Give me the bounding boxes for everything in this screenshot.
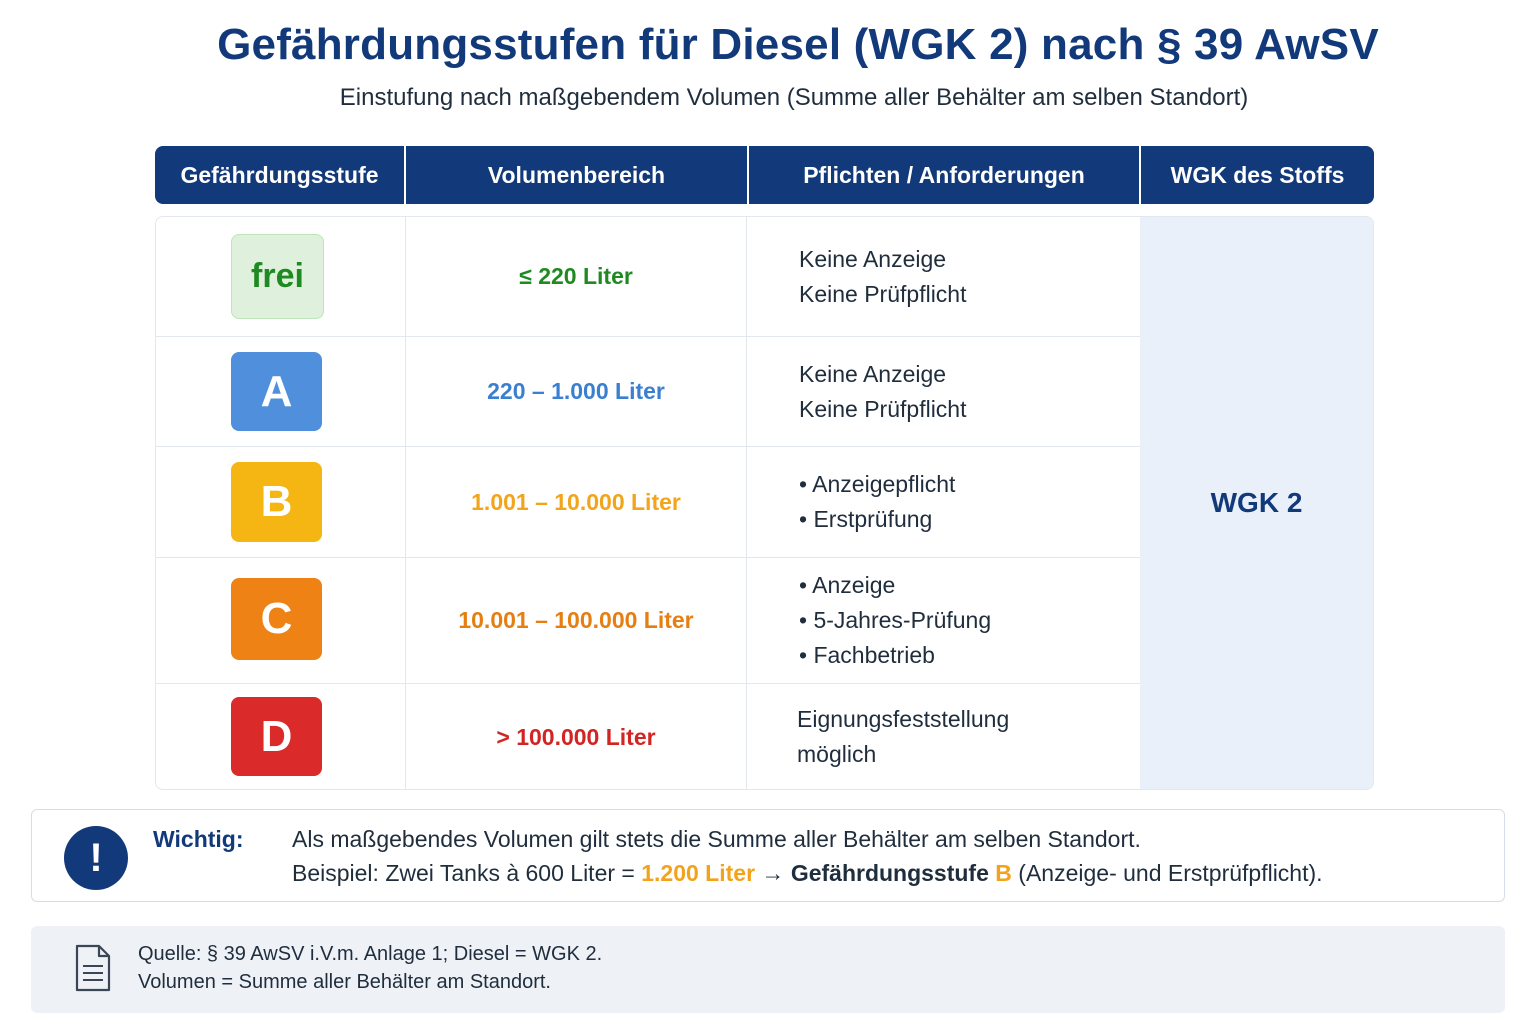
- table-row: C 10.001 – 100.000 Liter • Anzeige • 5-J…: [156, 558, 1141, 684]
- notice-label: Wichtig:: [153, 826, 244, 852]
- header-level: Gefährdungsstufe: [155, 146, 406, 204]
- notice-example-prefix: Beispiel: Zwei Tanks à 600 Liter =: [292, 860, 642, 886]
- level-badge: C: [231, 578, 322, 660]
- duty-item: Keine Anzeige: [799, 360, 947, 387]
- notice-example-volume: 1.200 Liter: [641, 860, 756, 886]
- notice-example-level-text: Gefährdungsstufe: [790, 860, 996, 886]
- page-subtitle: Einstufung nach maßgebendem Volumen (Sum…: [339, 84, 1249, 111]
- table-row: A 220 – 1.000 Liter Keine Anzeige Keine …: [156, 337, 1141, 447]
- source-line1: Quelle: § 39 AwSV i.V.m. Anlage 1; Diese…: [138, 943, 603, 965]
- table-row: B 1.001 – 10.000 Liter • Anzeigepflicht …: [156, 447, 1141, 558]
- duty-item: • Fachbetrieb: [799, 642, 935, 668]
- duty-item: Keine Prüfpflicht: [799, 280, 967, 307]
- table-row: D > 100.000 Liter Eignungsfeststellung m…: [156, 684, 1141, 789]
- source-box: Quelle: § 39 AwSV i.V.m. Anlage 1; Diese…: [31, 926, 1505, 1013]
- duties-list: Keine Anzeige Keine Prüfpflicht: [799, 337, 966, 446]
- duties-list: Keine Anzeige Keine Prüfpflicht: [799, 217, 966, 336]
- wgk-value: WGK 2: [1140, 217, 1373, 789]
- hazard-table: frei ≤ 220 Liter Keine Anzeige Keine Prü…: [155, 216, 1374, 790]
- duties-list: • Anzeigepflicht • Erstprüfung: [799, 447, 955, 557]
- table-row: frei ≤ 220 Liter Keine Anzeige Keine Prü…: [156, 217, 1141, 337]
- duties-list: • Anzeige • 5-Jahres-Prüfung • Fachbetri…: [799, 558, 991, 683]
- level-badge: B: [231, 462, 322, 542]
- header-volume: Volumenbereich: [406, 146, 749, 204]
- duties-list: Eignungsfeststellung möglich: [797, 684, 1010, 789]
- level-badge: A: [231, 352, 322, 431]
- duty-item: • 5-Jahres-Prüfung: [799, 607, 992, 633]
- volume-range: 220 – 1.000 Liter: [487, 378, 665, 404]
- important-notice: ! Wichtig: Als maßgebendes Volumen gilt …: [31, 809, 1505, 902]
- duty-item: • Erstprüfung: [799, 506, 933, 532]
- notice-text-line2: Beispiel: Zwei Tanks à 600 Liter = 1.200…: [292, 860, 1323, 887]
- level-badge: frei: [231, 234, 324, 319]
- header-duties: Pflichten / Anforderungen: [749, 146, 1141, 204]
- duty-item: Eignungsfeststellung: [797, 706, 1010, 732]
- duty-item: Keine Anzeige: [799, 245, 947, 272]
- table-header: Gefährdungsstufe Volumenbereich Pflichte…: [155, 146, 1374, 204]
- notice-text-line1: Als maßgebendes Volumen gilt stets die S…: [292, 826, 1141, 852]
- exclamation-icon: !: [64, 826, 128, 890]
- duty-item: möglich: [797, 741, 877, 767]
- volume-range: 10.001 – 100.000 Liter: [458, 607, 694, 633]
- volume-range: ≤ 220 Liter: [519, 263, 633, 289]
- duty-item: Keine Prüfpflicht: [799, 395, 967, 422]
- duty-item: • Anzeige: [799, 572, 896, 598]
- document-icon: [75, 944, 111, 992]
- arrow-icon: →: [755, 860, 791, 886]
- volume-range: > 100.000 Liter: [496, 723, 656, 750]
- level-badge: D: [231, 697, 322, 776]
- volume-range: 1.001 – 10.000 Liter: [471, 488, 681, 515]
- header-wgk: WGK des Stoffs: [1170, 161, 1345, 188]
- notice-example-level: B: [995, 860, 1012, 886]
- source-line2: Volumen = Summe aller Behälter am Stando…: [138, 971, 551, 993]
- duty-item: • Anzeigepflicht: [799, 471, 956, 497]
- notice-example-suffix: (Anzeige- und Erstprüfpflicht).: [1011, 860, 1323, 886]
- page-title: Gefährdungsstufen für Diesel (WGK 2) nac…: [217, 20, 1379, 69]
